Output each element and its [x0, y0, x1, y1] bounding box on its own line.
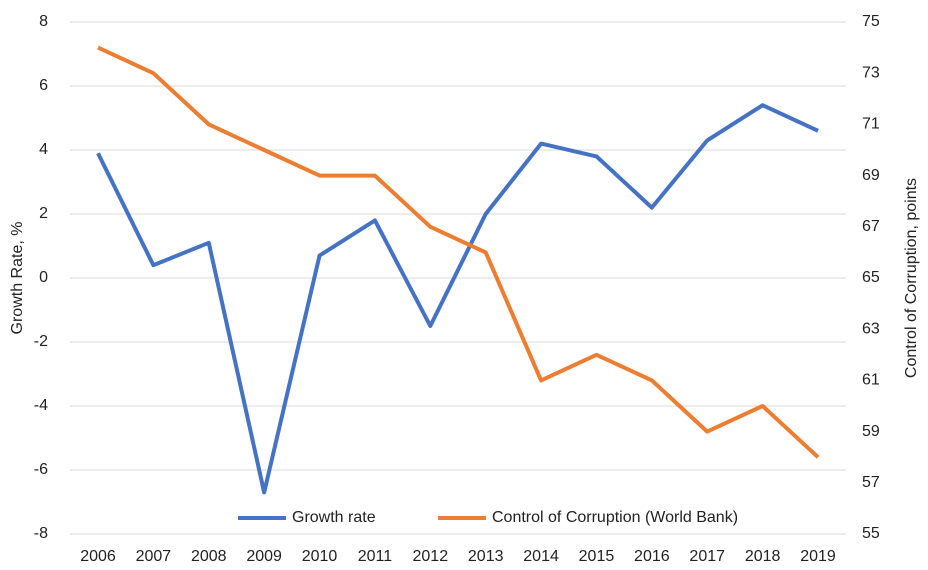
y2-tick-label: 61 — [862, 372, 880, 389]
x-tick-label: 2006 — [80, 548, 116, 565]
y2-tick-label: 67 — [862, 218, 880, 235]
y2-tick-label: 55 — [862, 525, 880, 542]
y-tick-label: 8 — [39, 13, 48, 30]
y-tick-label: -4 — [34, 397, 48, 414]
series-line — [97, 45, 820, 459]
x-tick-label: 2014 — [523, 548, 559, 565]
y2-tick-label: 63 — [862, 320, 880, 337]
x-tick-label: 2008 — [191, 548, 227, 565]
x-tick-label: 2016 — [634, 548, 670, 565]
y-tick-label: -6 — [34, 461, 48, 478]
y2-tick-label: 75 — [862, 13, 880, 30]
y-tick-label: -2 — [34, 333, 48, 350]
y2-tick-label: 73 — [862, 64, 880, 81]
y-tick-label: 6 — [39, 77, 48, 94]
series-line — [96, 103, 819, 495]
y2-tick-label: 59 — [862, 423, 880, 440]
x-tick-label: 2013 — [468, 548, 504, 565]
y-tick-label: 0 — [39, 269, 48, 286]
y-tick-label: 4 — [39, 141, 48, 158]
x-tick-label: 2009 — [246, 548, 282, 565]
x-tick-label: 2010 — [302, 548, 338, 565]
y-axis-label: Growth Rate, % — [9, 222, 26, 335]
x-tick-label: 2019 — [800, 548, 836, 565]
y2-tick-label: 69 — [862, 167, 880, 184]
x-tick-label: 2018 — [745, 548, 781, 565]
x-tick-label: 2015 — [579, 548, 615, 565]
y2-tick-label: 65 — [862, 269, 880, 286]
x-tick-label: 2007 — [136, 548, 172, 565]
y-tick-label: 2 — [39, 205, 48, 222]
x-tick-label: 2012 — [413, 548, 449, 565]
x-tick-label: 2017 — [689, 548, 725, 565]
y2-tick-label: 71 — [862, 116, 880, 133]
legend-label: Control of Corruption (World Bank) — [492, 509, 738, 526]
y-tick-label: -8 — [34, 525, 48, 542]
legend-label: Growth rate — [292, 509, 376, 526]
y2-tick-label: 57 — [862, 474, 880, 491]
x-tick-label: 2011 — [358, 548, 393, 565]
y2-axis-label: Control of Corruption, points — [903, 178, 920, 378]
